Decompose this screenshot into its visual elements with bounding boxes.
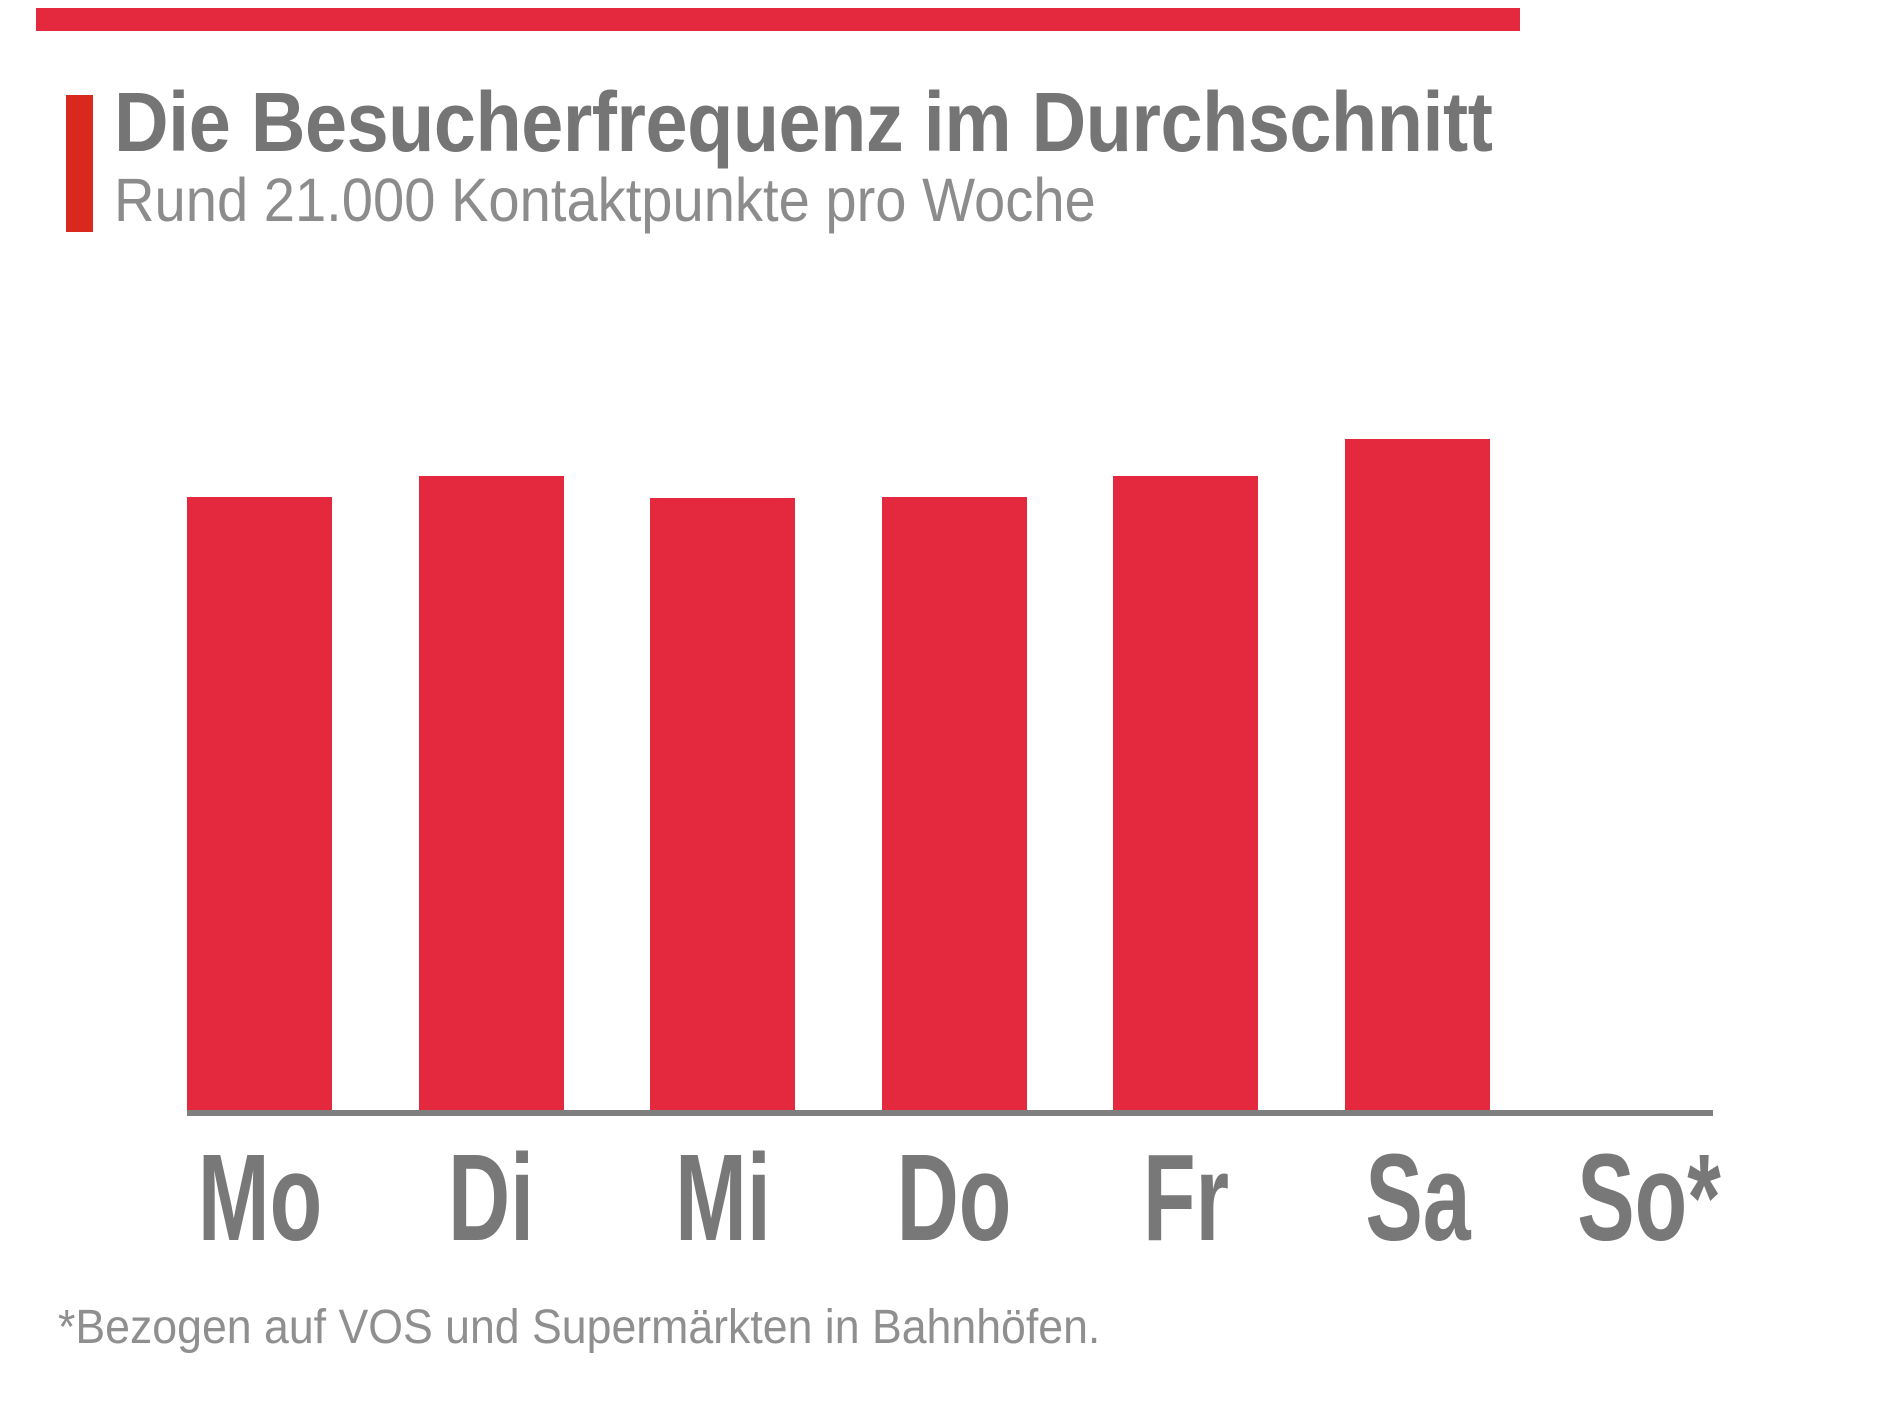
bar-fr [1113,476,1259,1110]
page-title: Die Besucherfrequenz im Durchschnitt [114,75,1493,169]
footnote: *Bezogen auf VOS und Supermärkten in Bah… [58,1301,1101,1354]
x-axis-label-mi: Mi [674,1130,771,1267]
x-axis-line [187,1110,1713,1116]
bar-mo [187,497,332,1110]
x-axis-label-so: So* [1577,1130,1721,1267]
title-accent-bar [66,95,93,232]
x-axis-label-do: Do [896,1130,1012,1267]
bar-do [881,497,1027,1110]
bar-sa [1345,439,1490,1110]
x-axis-label-fr: Fr [1142,1130,1229,1267]
x-axis-label-mo: Mo [197,1130,322,1267]
bar-di [418,476,564,1110]
x-axis-label-sa: Sa [1364,1130,1471,1267]
bar-mi [650,498,796,1110]
x-axis-label-di: Di [448,1130,535,1267]
page-subtitle: Rund 21.000 Kontaktpunkte pro Woche [114,166,1096,234]
top-red-bar [36,8,1520,31]
